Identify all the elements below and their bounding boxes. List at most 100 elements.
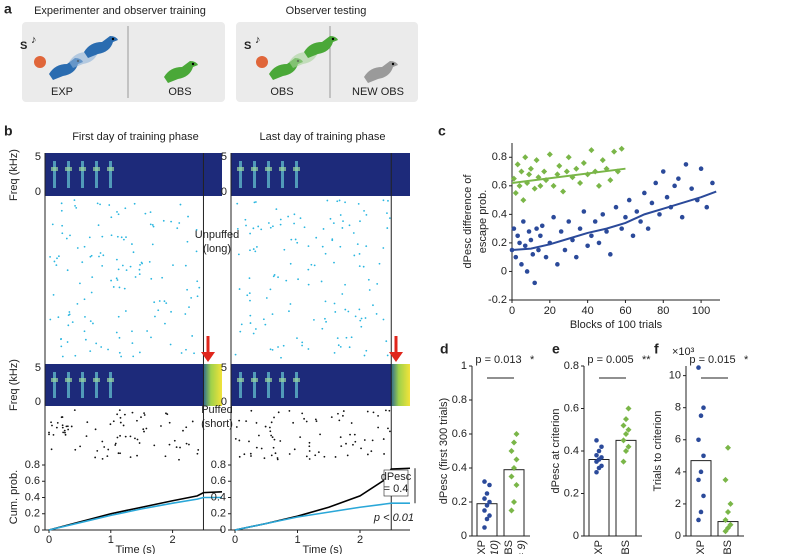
annotation: p < 0.01: [373, 512, 414, 524]
point: [530, 252, 536, 257]
raster-dot: [244, 218, 247, 221]
raster-dot: [331, 239, 334, 242]
raster-dot: [366, 453, 369, 456]
point: [600, 212, 606, 217]
raster-dot: [252, 227, 255, 230]
raster-dot: [149, 223, 152, 226]
y-tick-label: 0.4: [25, 491, 40, 503]
syllable: [109, 372, 112, 398]
y-tick-label: 0.6: [452, 428, 467, 440]
raster-dot: [164, 322, 166, 325]
raster-dot: [250, 455, 252, 457]
raster-dot: [118, 351, 121, 354]
syllable: [53, 372, 56, 398]
panel-title: First day of training phase: [72, 131, 199, 143]
raster-dot: [265, 297, 268, 299]
raster-dot: [305, 455, 308, 458]
raster-dot: [307, 268, 310, 271]
raster-dot: [61, 232, 64, 235]
point: [689, 186, 694, 191]
raster-dot: [360, 317, 363, 320]
raster-dot: [139, 264, 141, 266]
point: [623, 416, 629, 423]
significance-stars: *: [530, 354, 535, 366]
raster-dot: [117, 268, 120, 271]
raster-dot: [60, 338, 62, 341]
raster-dot: [50, 421, 52, 424]
raster-dot: [145, 427, 148, 430]
syllable: [267, 372, 270, 398]
raster-dot: [308, 441, 311, 444]
raster-dot: [165, 412, 167, 415]
point: [698, 166, 704, 171]
puff-icon: [256, 56, 268, 68]
syllable: [237, 378, 244, 382]
raster-dot: [375, 313, 378, 315]
raster-dot: [143, 430, 145, 433]
raster-dot: [363, 354, 366, 357]
raster-dot: [73, 199, 76, 202]
point: [484, 516, 490, 522]
point: [514, 161, 521, 168]
point: [626, 197, 632, 203]
raster-dot: [94, 456, 97, 459]
y-tick-label: -0.2: [488, 294, 507, 306]
raster-dot: [60, 209, 63, 212]
raster-dot: [339, 214, 342, 216]
bird-label: OBS: [270, 86, 293, 98]
raster-dot: [236, 227, 239, 230]
raster-dot: [151, 243, 154, 246]
axis-label: dPesc at criterion: [550, 409, 562, 494]
raster-dot: [260, 447, 263, 450]
raster-dot: [273, 274, 276, 276]
syllable: [107, 378, 114, 382]
panel-title: Experimenter and observer training: [34, 5, 206, 17]
panel-letter: b: [4, 123, 13, 139]
point: [613, 204, 619, 210]
arrow-head: [389, 352, 403, 362]
raster-dot: [52, 293, 55, 296]
raster-dot: [272, 275, 275, 278]
fit-line: [511, 167, 626, 184]
point: [660, 169, 666, 174]
raster-dot: [372, 411, 375, 414]
raster-dot: [90, 291, 93, 294]
point: [511, 499, 517, 505]
freq-tick-label: 0: [221, 396, 227, 408]
raster-dot: [185, 348, 187, 351]
raster-dot: [294, 238, 297, 241]
raster-dot: [101, 457, 104, 460]
raster-dot: [313, 264, 316, 267]
raster-dot: [290, 238, 293, 241]
y-tick-label: 0.8: [564, 360, 579, 372]
syllable: [239, 372, 242, 398]
raster-dot: [132, 355, 135, 358]
x-tick-label: 2: [357, 534, 363, 546]
y-tick-label: 0.8: [492, 151, 507, 163]
point: [698, 469, 704, 475]
raster-dot: [319, 433, 321, 436]
raster-dot: [142, 428, 145, 431]
raster-dot: [57, 316, 60, 319]
point: [634, 209, 640, 214]
x-tick-label: 2: [170, 534, 176, 546]
raster-dot: [269, 288, 272, 291]
point: [589, 233, 594, 239]
raster-dot: [288, 453, 291, 455]
raster-dot: [271, 348, 274, 351]
point: [563, 168, 570, 175]
point: [698, 509, 704, 515]
raster-dot: [260, 228, 263, 231]
raster-dot: [88, 236, 91, 239]
x-tick-label: OBS: [503, 540, 515, 554]
raster-dot: [365, 349, 368, 352]
annotation-box: [383, 469, 409, 497]
raster-dot: [89, 255, 92, 258]
raster-dot: [308, 445, 311, 448]
point: [511, 439, 517, 446]
raster-dot: [114, 444, 117, 446]
raster-dot: [195, 228, 198, 231]
point: [522, 154, 529, 161]
raster-dot: [61, 424, 64, 427]
raster-dot: [107, 448, 110, 451]
